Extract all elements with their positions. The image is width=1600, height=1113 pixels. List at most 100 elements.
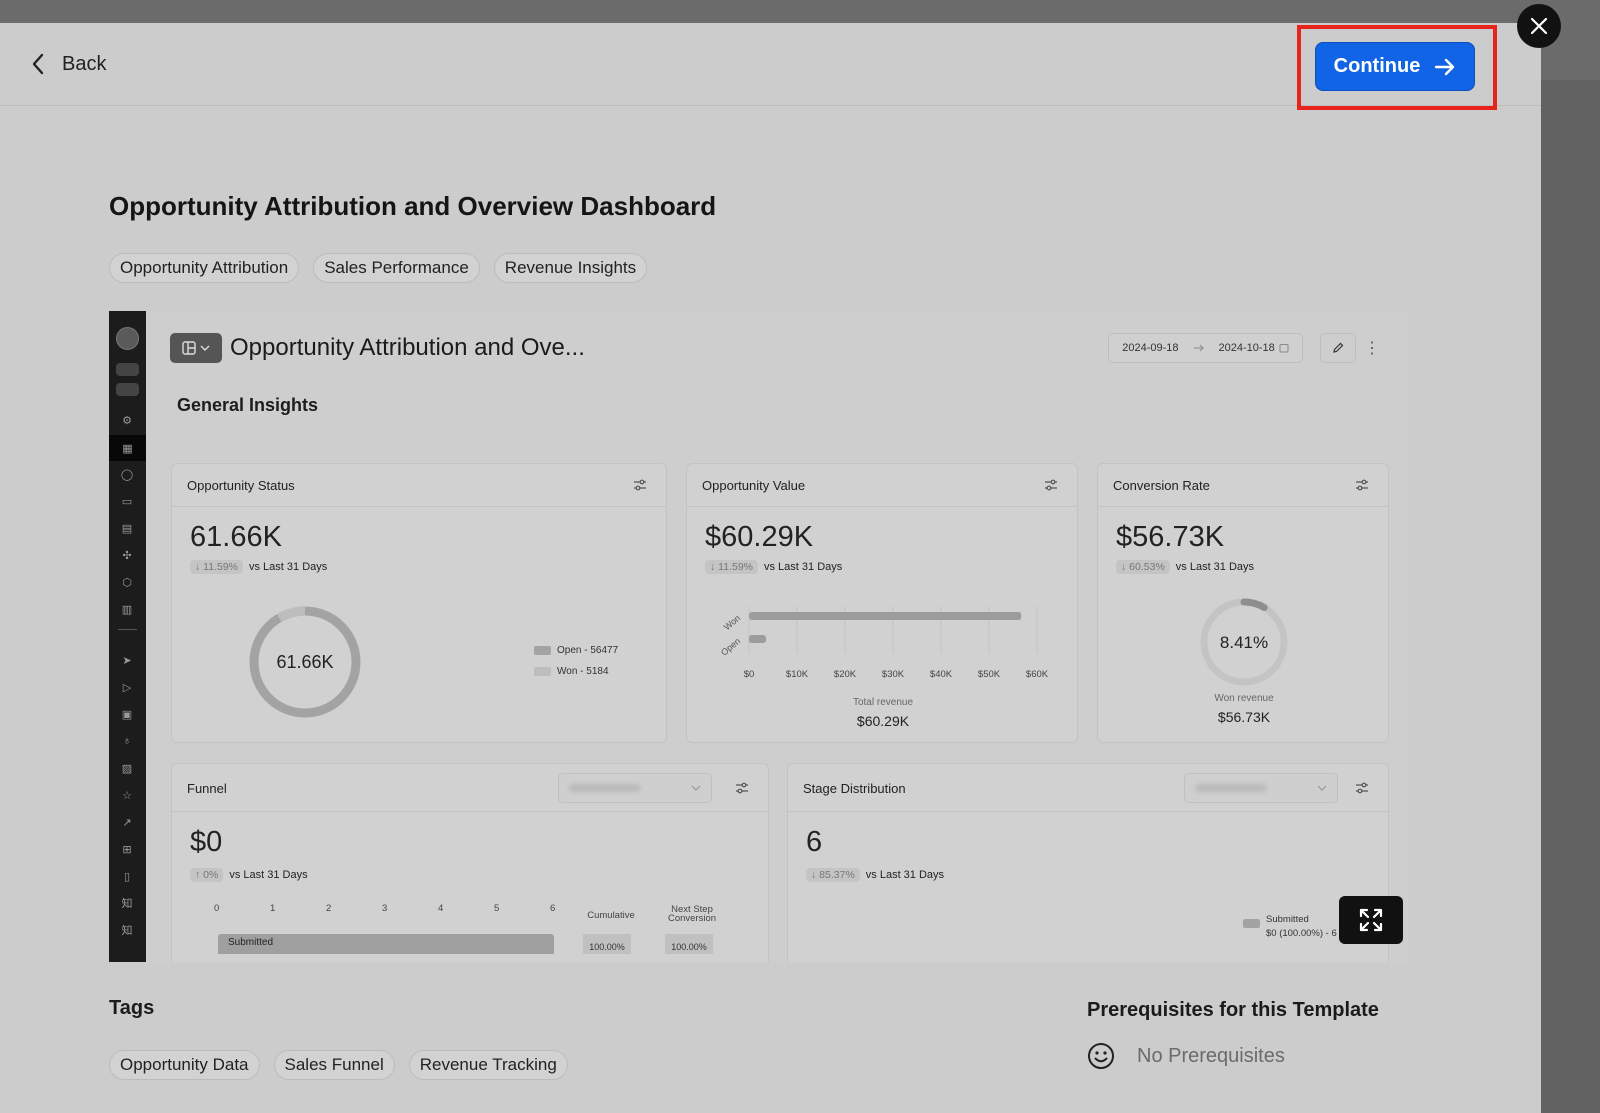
template-title: Opportunity Attribution and Overview Das… [109,191,717,221]
stage-legend-item: Submitted $0 (100.00%) - 6 [1243,914,1337,939]
phone-icon: ▯ [123,870,131,883]
card-header: Stage Distribution [788,764,1388,812]
metric-delta: ↓ 60.53% vs Last 31 Days [1116,560,1254,574]
legend-label: Open - 56477 [557,645,619,656]
trend-icon: ↗ [122,816,132,829]
fullscreen-button[interactable] [1339,896,1403,944]
tags-title: Tags [109,997,155,1019]
metric-delta: ↓ 11.59% vs Last 31 Days [705,560,842,574]
tag-chip: Revenue Tracking [408,1050,568,1080]
filter-icon[interactable] [632,477,648,493]
y-category-label: Open [719,636,742,658]
funnel-select[interactable] [558,773,712,803]
chevron-left-icon [32,53,44,75]
avatar [116,327,139,350]
card-header: Conversion Rate [1098,464,1388,507]
tag-chip: Opportunity Data [109,1050,260,1080]
cumulative-cell: 100.00% [583,934,631,954]
filter-icon[interactable] [1354,477,1370,493]
delta-badge: ↓ 11.59% [190,560,243,574]
comparison-label: vs Last 31 Days [229,869,308,881]
image-icon: ▨ [121,762,133,775]
stage-distribution-card: Stage Distribution 6 ↓ 85.37% vs Last 31… [787,763,1389,962]
filter-icon[interactable] [1043,477,1059,493]
x-tick-label: $10K [786,669,809,680]
clipboard-icon: ▥ [121,603,133,616]
section-title: General Insights [177,395,319,415]
box-icon: ⬡ [122,576,132,589]
chevron-down-icon [1317,785,1327,791]
card-title: Opportunity Status [187,478,295,493]
delta-badge: ↓ 11.59% [705,560,758,574]
legend-swatch [534,646,551,655]
back-button[interactable]: Back [30,47,106,81]
network-icon: ✣ [122,549,132,562]
continue-button[interactable]: Continue [1315,42,1475,91]
bar-open [749,635,767,643]
metric-value: $0 [190,826,223,858]
edit-button[interactable] [1320,333,1356,363]
stage-select[interactable] [1184,773,1338,803]
tick-label: 0 [214,903,220,914]
donut-chart: 61.66K [249,606,361,718]
delta-badge: ↑ 0% [190,868,224,882]
template-modal: Back Continue Opportunity Attribution an… [0,23,1541,1113]
x-tick-label: $30K [882,669,905,680]
card-title: Conversion Rate [1113,478,1210,493]
tick-label: 3 [382,903,388,914]
category-chip: Sales Performance [313,253,480,283]
conversion-rate-card: Conversion Rate $56.73K ↓ 60.53% vs Last… [1097,463,1389,743]
date-range-picker[interactable]: 2024-09-18 2024-10-18 [1108,333,1303,363]
legend-label: Submitted [1266,914,1309,925]
category-chip: Opportunity Attribution [109,253,300,283]
card-title: Stage Distribution [803,781,906,796]
delta-badge: ↓ 85.37% [806,868,860,882]
tick-label: 2 [326,903,332,914]
close-button[interactable] [1517,4,1561,48]
card-header: Funnel [172,764,768,812]
x-tick-label: $50K [978,669,1001,680]
filter-icon[interactable] [1354,780,1370,796]
gauge-chart: 8.41% [1200,598,1288,686]
tag-chip: Sales Funnel [273,1050,395,1080]
tick-label: 6 [550,903,556,914]
chart-caption-value: $60.29K [856,713,910,729]
horizontal-bar-chart: $0 $10K $20K $30K $40K $50K $60K Won Open [719,606,1049,680]
chart-caption-value: $56.73K [1217,709,1271,725]
filter-icon[interactable] [734,780,750,796]
metric-value: 61.66K [190,521,282,553]
backdrop [1541,80,1600,1113]
tick-label: 1 [270,903,276,914]
column-header-next-step: Next Step Conversion [667,904,717,924]
metric-delta: ↓ 11.59% vs Last 31 Days [190,560,327,574]
date-to: 2024-10-18 [1218,342,1275,354]
page-icon: ▣ [121,708,133,721]
metric-delta: ↓ 85.37% vs Last 31 Days [806,868,944,882]
chart-caption: Won revenue [1214,693,1274,704]
donut-won-slice [277,606,306,622]
smiley-icon [1088,1043,1114,1069]
comparison-label: vs Last 31 Days [249,561,328,573]
play-icon: ▷ [122,681,132,694]
calendar-icon [1279,344,1289,353]
zhihu-icon: 知 [121,898,133,910]
expand-icon [1359,908,1383,932]
view-switcher[interactable] [170,333,222,363]
legend-swatch [1243,919,1260,928]
metric-value: $56.73K [1116,521,1225,553]
y-category-label: Won [722,613,742,632]
category-chip: Revenue Insights [493,253,648,283]
card-title: Opportunity Value [702,478,806,493]
comparison-label: vs Last 31 Days [764,561,843,573]
award-icon: ♁ [122,735,132,747]
category-chips: Opportunity Attribution Sales Performanc… [109,253,648,283]
date-from: 2024-09-18 [1122,342,1179,354]
more-options-icon[interactable]: ⋮ [1364,340,1380,357]
donut-center-label: 61.66K [276,652,333,672]
select-value [569,784,641,792]
gauge-fill [1240,598,1268,611]
legend-swatch [534,667,551,676]
arrow-right-icon [1435,58,1455,75]
contacts-icon: ▤ [121,522,133,535]
arrow-right-icon [1193,344,1204,352]
